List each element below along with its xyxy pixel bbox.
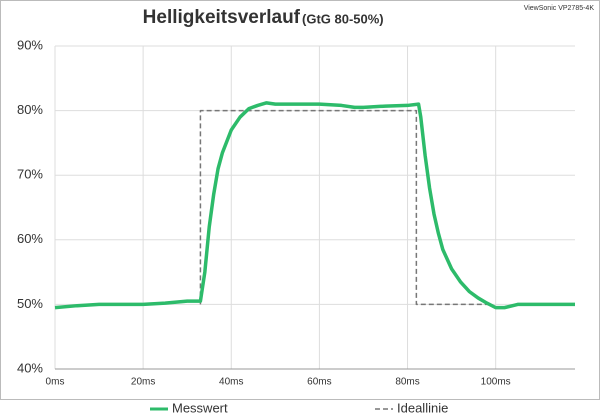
y-tick-label: 40% [17, 360, 43, 375]
x-tick-label: 40ms [219, 377, 243, 388]
annotation: ViewSonic VP2785-4K [524, 5, 595, 12]
y-tick-label: 50% [17, 296, 43, 311]
chart-frame [0, 0, 600, 400]
chart-subtitle: (GtG 80-50%) [302, 11, 384, 26]
chart-title: Helligkeitsverlauf [143, 7, 301, 28]
x-tick-label: 80ms [395, 377, 419, 388]
y-tick-label: 80% [17, 102, 43, 117]
y-tick-label: 60% [17, 231, 43, 246]
x-tick-label: 60ms [307, 377, 331, 388]
legend-label: Messwert [172, 400, 228, 415]
legend-label: Ideallinie [397, 400, 448, 415]
y-tick-label: 90% [17, 37, 43, 52]
y-tick-label: 70% [17, 167, 43, 182]
data-line [54, 101, 575, 310]
data-line [199, 109, 492, 306]
x-tick-label: 20ms [131, 377, 155, 388]
x-tick-label: 0ms [46, 377, 65, 388]
x-tick-label: 100ms [481, 377, 511, 388]
